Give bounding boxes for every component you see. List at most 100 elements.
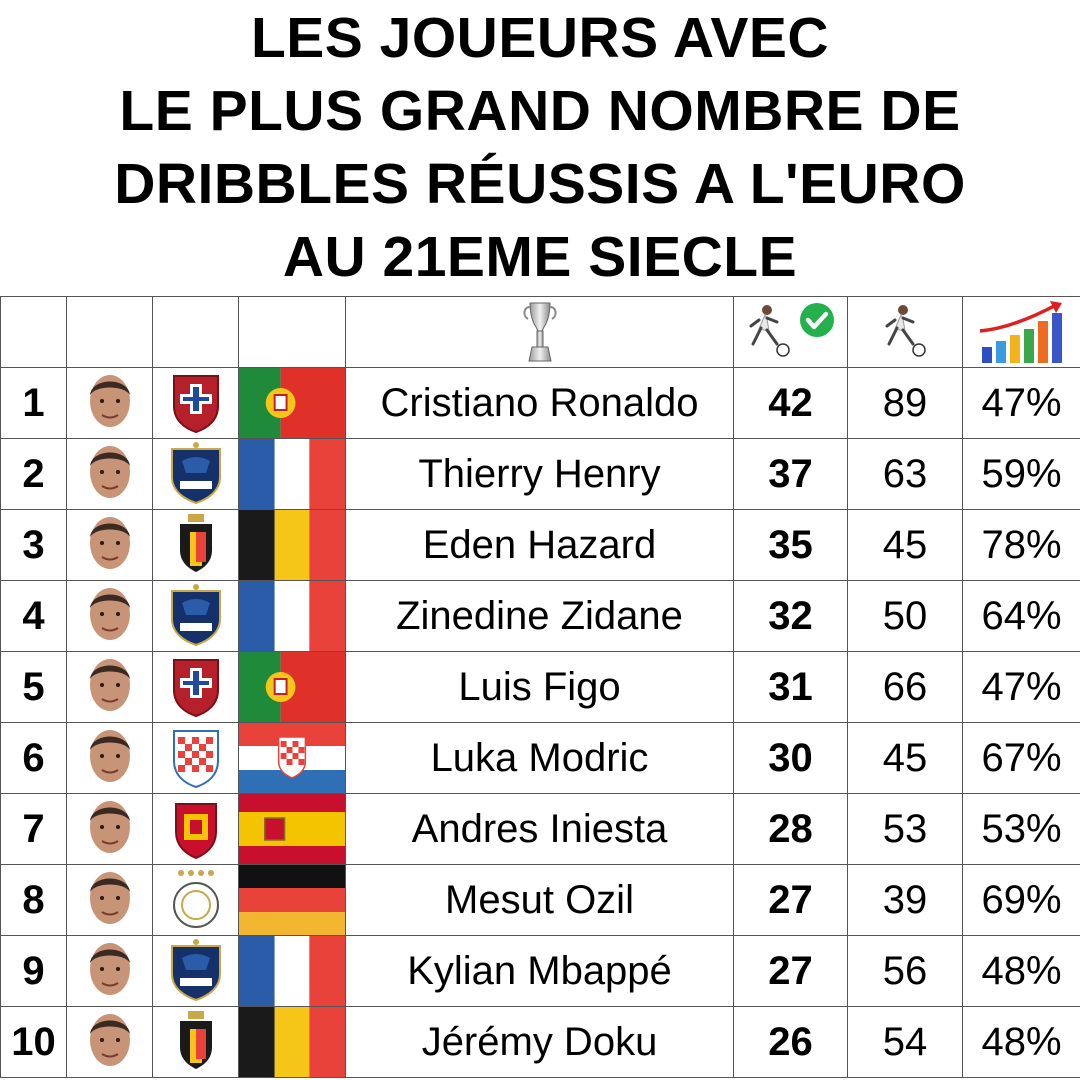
rank-cell: 10 bbox=[0, 1006, 67, 1078]
france-flag-icon bbox=[239, 936, 345, 1006]
flag-cell bbox=[238, 722, 346, 794]
portugal-crest-icon bbox=[172, 375, 219, 434]
attempted-dribbles-cell: 45 bbox=[847, 509, 963, 581]
attempted-dribbles-cell: 45 bbox=[847, 722, 963, 794]
attempted-dribbles-cell: 54 bbox=[847, 1006, 963, 1078]
player-photo-cell bbox=[66, 935, 153, 1007]
player-photo-cell bbox=[66, 722, 153, 794]
table-row: 2 Thierry Henry 37 63 59% bbox=[0, 438, 1080, 510]
table-row: 3 Eden Hazard 35 45 78% bbox=[0, 509, 1080, 581]
rank-cell: 4 bbox=[0, 580, 67, 652]
belgium-crest-icon bbox=[179, 1011, 212, 1069]
crest-cell bbox=[152, 722, 239, 794]
successful-dribbles-cell: 37 bbox=[733, 438, 848, 510]
attempted-dribbles-cell-text: 39 bbox=[882, 877, 928, 922]
crest-cell bbox=[152, 509, 239, 581]
germany-crest-icon bbox=[172, 870, 219, 928]
attempted-dribbles-cell: 39 bbox=[847, 864, 963, 936]
france-flag-icon bbox=[239, 439, 345, 509]
crest-cell bbox=[152, 438, 239, 510]
rank-cell-text: 5 bbox=[22, 664, 45, 709]
player-photo-cell bbox=[66, 580, 153, 652]
player-photo-cell bbox=[66, 793, 153, 865]
flag-cell bbox=[238, 864, 346, 936]
player-name-cell: Andres Iniesta bbox=[345, 793, 734, 865]
rank-cell-text: 10 bbox=[11, 1019, 56, 1064]
rank-cell-text: 1 bbox=[22, 380, 45, 425]
france-crest-icon bbox=[170, 442, 221, 505]
rank-cell-text: 2 bbox=[22, 451, 45, 496]
france-flag-icon bbox=[239, 581, 345, 651]
header-rate-cell bbox=[962, 296, 1080, 368]
header-crest-cell bbox=[152, 296, 239, 368]
successful-dribbles-cell-text: 27 bbox=[768, 948, 813, 993]
table-row: 1 Cristiano Ronaldo 42 89 47% bbox=[0, 367, 1080, 439]
footballer-dribbling-check-icon bbox=[749, 303, 834, 357]
belgium-flag-icon bbox=[239, 510, 345, 580]
success-rate-cell: 53% bbox=[962, 793, 1080, 865]
header-trophy-cell bbox=[345, 296, 734, 368]
successful-dribbles-cell-text: 35 bbox=[768, 522, 813, 567]
ranking-table: 1 Cristiano Ronaldo 42 89 47% 2 Thierry Henry 3… bbox=[0, 296, 1080, 1078]
player-name-cell-text: Luis Figo bbox=[458, 664, 621, 709]
successful-dribbles-cell: 32 bbox=[733, 580, 848, 652]
title-line-1: LES JOUEURS AVEC bbox=[250, 6, 830, 70]
player-photo-icon bbox=[89, 517, 130, 569]
title-line-4: AU 21EME SIECLE bbox=[282, 225, 798, 289]
table-row: 6 Luka Modric 30 45 67% bbox=[0, 722, 1080, 794]
attempted-dribbles-cell-text: 50 bbox=[882, 593, 928, 638]
success-rate-cell: 67% bbox=[962, 722, 1080, 794]
header-rank-cell bbox=[0, 296, 67, 368]
successful-dribbles-cell-text: 27 bbox=[768, 877, 813, 922]
crest-cell bbox=[152, 935, 239, 1007]
header-flag-cell bbox=[238, 296, 346, 368]
attempted-dribbles-cell-text: 89 bbox=[882, 380, 928, 425]
attempted-dribbles-cell-text: 63 bbox=[882, 451, 928, 496]
table-row: 8 Mesut Ozil 27 39 69% bbox=[0, 864, 1080, 936]
successful-dribbles-cell: 42 bbox=[733, 367, 848, 439]
crest-cell bbox=[152, 1006, 239, 1078]
player-photo-icon bbox=[89, 659, 130, 711]
success-rate-cell: 48% bbox=[962, 1006, 1080, 1078]
rank-cell: 1 bbox=[0, 367, 67, 439]
player-photo-cell bbox=[66, 438, 153, 510]
success-rate-cell-text: 59% bbox=[981, 451, 1062, 496]
player-name-cell: Luis Figo bbox=[345, 651, 734, 723]
attempted-dribbles-cell-text: 45 bbox=[882, 522, 928, 567]
rank-cell-text: 6 bbox=[22, 735, 45, 780]
header-row bbox=[0, 296, 1080, 368]
portugal-flag-icon bbox=[239, 652, 345, 722]
table-row: 4 Zinedine Zidane 32 50 64% bbox=[0, 580, 1080, 652]
player-name-cell: Cristiano Ronaldo bbox=[345, 367, 734, 439]
successful-dribbles-cell-text: 42 bbox=[768, 380, 813, 425]
successful-dribbles-cell-text: 31 bbox=[768, 664, 813, 709]
crest-cell bbox=[152, 651, 239, 723]
rank-cell: 5 bbox=[0, 651, 67, 723]
belgium-crest-icon bbox=[179, 514, 212, 572]
success-rate-cell: 69% bbox=[962, 864, 1080, 936]
successful-dribbles-cell: 31 bbox=[733, 651, 848, 723]
bar-chart-growth-icon bbox=[979, 301, 1062, 363]
player-photo-icon bbox=[89, 872, 130, 924]
successful-dribbles-cell: 27 bbox=[733, 935, 848, 1007]
header-photo-cell bbox=[66, 296, 153, 368]
player-name-cell: Thierry Henry bbox=[345, 438, 734, 510]
player-photo-cell bbox=[66, 509, 153, 581]
player-photo-cell bbox=[66, 651, 153, 723]
rank-cell-text: 3 bbox=[22, 522, 45, 567]
crest-cell bbox=[152, 367, 239, 439]
attempted-dribbles-cell-text: 66 bbox=[882, 664, 928, 709]
table-row: 5 Luis Figo 31 66 47% bbox=[0, 651, 1080, 723]
attempted-dribbles-cell: 53 bbox=[847, 793, 963, 865]
player-name-cell: Kylian Mbappé bbox=[345, 935, 734, 1007]
attempted-dribbles-cell: 56 bbox=[847, 935, 963, 1007]
success-rate-cell-text: 69% bbox=[981, 877, 1062, 922]
player-photo-icon bbox=[89, 446, 130, 498]
flag-cell bbox=[238, 509, 346, 581]
success-rate-cell-text: 64% bbox=[981, 593, 1062, 638]
success-rate-cell-text: 78% bbox=[981, 522, 1062, 567]
rank-cell: 7 bbox=[0, 793, 67, 865]
successful-dribbles-cell-text: 37 bbox=[768, 451, 813, 496]
success-rate-cell-text: 67% bbox=[981, 735, 1062, 780]
success-rate-cell: 64% bbox=[962, 580, 1080, 652]
